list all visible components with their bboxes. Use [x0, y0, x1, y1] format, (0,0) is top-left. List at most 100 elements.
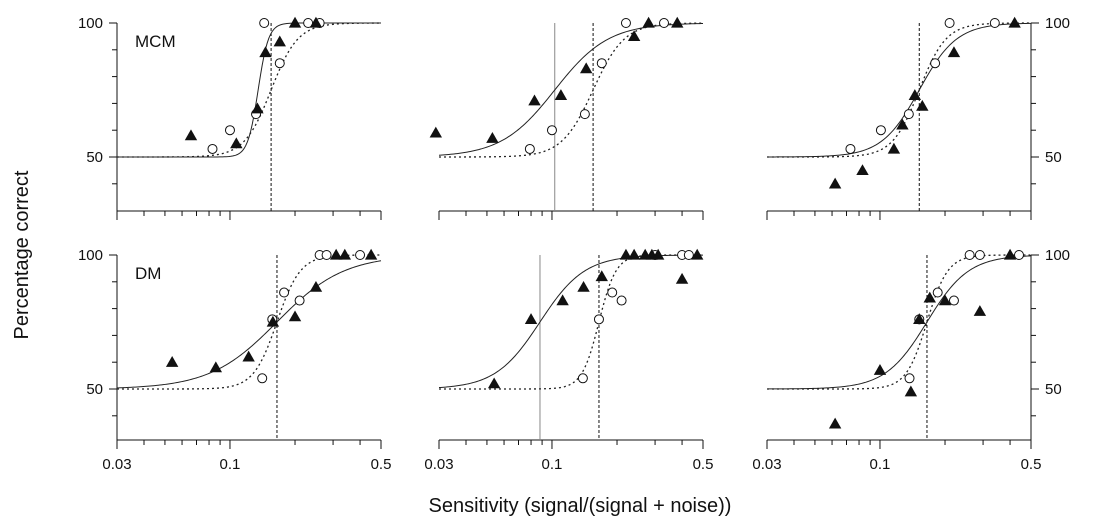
data-point-filled	[904, 385, 918, 397]
data-point-open	[355, 250, 366, 260]
x-tick-label: 0.5	[693, 456, 714, 473]
data-point-filled	[675, 272, 689, 284]
data-point-filled	[184, 129, 198, 141]
data-point-filled	[486, 132, 499, 143]
panels-group: 50 100 MCM 50 100 0.03 0.1 0.5 50 100 DM 0.03 0.1 0.5…	[78, 15, 1070, 473]
data-point-open	[274, 58, 285, 69]
data-point-filled	[251, 102, 264, 114]
data-point-open	[932, 287, 943, 298]
data-point-filled	[916, 99, 929, 111]
data-point-filled	[923, 291, 936, 303]
x-tick-label: 0.5	[371, 456, 392, 473]
data-point-filled	[338, 248, 352, 260]
data-point-open	[546, 125, 557, 136]
data-point-open	[321, 250, 332, 260]
data-point-open	[989, 18, 1000, 28]
y-tick-label: 50	[1045, 149, 1062, 166]
data-point-filled	[364, 248, 378, 260]
data-point-open	[944, 18, 955, 28]
data-point-filled	[1003, 248, 1017, 260]
y-tick-label: 50	[86, 381, 103, 398]
data-point-filled	[913, 313, 926, 324]
data-point-open	[964, 250, 975, 260]
subject-label: DM	[135, 264, 161, 283]
x-tick-label: 0.03	[424, 456, 453, 473]
data-point-open	[903, 109, 914, 120]
data-point-filled	[595, 270, 608, 282]
panel-2	[429, 16, 704, 220]
fit-curve-filled	[116, 260, 382, 389]
data-point-open	[930, 58, 941, 69]
data-point-filled	[938, 294, 952, 306]
data-point-open	[596, 58, 607, 69]
data-point-filled	[1008, 16, 1021, 28]
y-axis-title: Percentage correct	[11, 170, 33, 339]
data-point-open	[577, 373, 588, 384]
data-point-filled	[651, 248, 665, 260]
data-point-open	[607, 287, 618, 298]
data-point-filled	[309, 16, 323, 28]
data-point-open	[974, 250, 985, 260]
data-point-filled	[273, 35, 286, 47]
data-point-open	[904, 373, 915, 384]
data-point-open	[659, 18, 670, 28]
data-point-filled	[690, 248, 704, 260]
data-point-filled	[524, 313, 538, 324]
fit-curve-open	[117, 22, 381, 158]
x-tick-label: 0.5	[1021, 456, 1042, 473]
data-point-filled	[671, 16, 684, 28]
data-point-filled	[259, 46, 272, 58]
data-point-open	[683, 250, 694, 260]
fit-curve-filled	[766, 255, 1032, 390]
data-point-filled	[627, 248, 641, 260]
data-point-filled	[329, 248, 343, 260]
data-point-filled	[556, 294, 569, 306]
data-point-open	[257, 373, 268, 384]
data-point-open	[279, 287, 290, 298]
fit-curve-open	[439, 22, 704, 158]
data-point-filled	[230, 137, 243, 149]
fit-curve-filled	[767, 22, 1032, 158]
fit-curve-open	[439, 254, 703, 390]
data-point-filled	[577, 280, 590, 292]
data-point-open	[845, 143, 856, 154]
data-point-filled	[908, 89, 922, 101]
data-point-open	[259, 18, 270, 28]
data-point-filled	[487, 377, 501, 389]
data-point-open	[616, 295, 627, 306]
y-tick-label: 50	[86, 149, 103, 166]
data-point-filled	[627, 30, 641, 42]
fit-curve-open	[767, 22, 1032, 158]
data-point-open	[948, 295, 959, 306]
data-point-filled	[887, 142, 901, 154]
x-tick-label: 0.1	[220, 456, 241, 473]
fit-curve-filled	[438, 23, 704, 156]
data-point-filled	[642, 16, 655, 28]
data-point-open	[207, 143, 218, 154]
fit-curve-open	[767, 254, 1031, 390]
y-tick-label: 100	[1045, 247, 1070, 264]
x-tick-label: 0.03	[102, 456, 131, 473]
data-point-filled	[309, 280, 323, 292]
y-tick-label: 100	[78, 15, 103, 32]
data-point-open	[593, 314, 604, 325]
y-tick-label: 100	[1045, 15, 1070, 32]
data-point-filled	[554, 89, 568, 101]
panel-5: 0.03 0.1 0.5	[424, 248, 714, 473]
y-tick-label: 100	[78, 247, 103, 264]
data-point-open	[524, 143, 535, 154]
data-point-filled	[209, 361, 223, 373]
y-tick-label: 50	[1045, 381, 1062, 398]
data-point-open	[620, 18, 631, 28]
fit-curve-filled	[117, 22, 381, 158]
x-tick-label: 0.1	[870, 456, 891, 473]
data-point-filled	[828, 417, 842, 429]
data-point-filled	[828, 177, 842, 189]
data-point-filled	[973, 305, 987, 316]
data-point-filled	[528, 94, 541, 106]
data-point-open	[579, 109, 590, 120]
data-point-filled	[579, 62, 593, 74]
data-point-filled	[242, 350, 255, 362]
panel-3: 50 100	[766, 15, 1070, 220]
